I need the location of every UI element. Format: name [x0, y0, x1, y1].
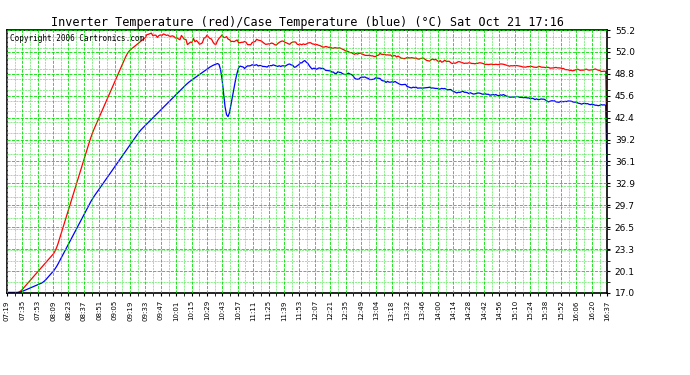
- Text: Copyright 2006 Cartronics.com: Copyright 2006 Cartronics.com: [10, 34, 144, 43]
- Title: Inverter Temperature (red)/Case Temperature (blue) (°C) Sat Oct 21 17:16: Inverter Temperature (red)/Case Temperat…: [50, 16, 564, 29]
